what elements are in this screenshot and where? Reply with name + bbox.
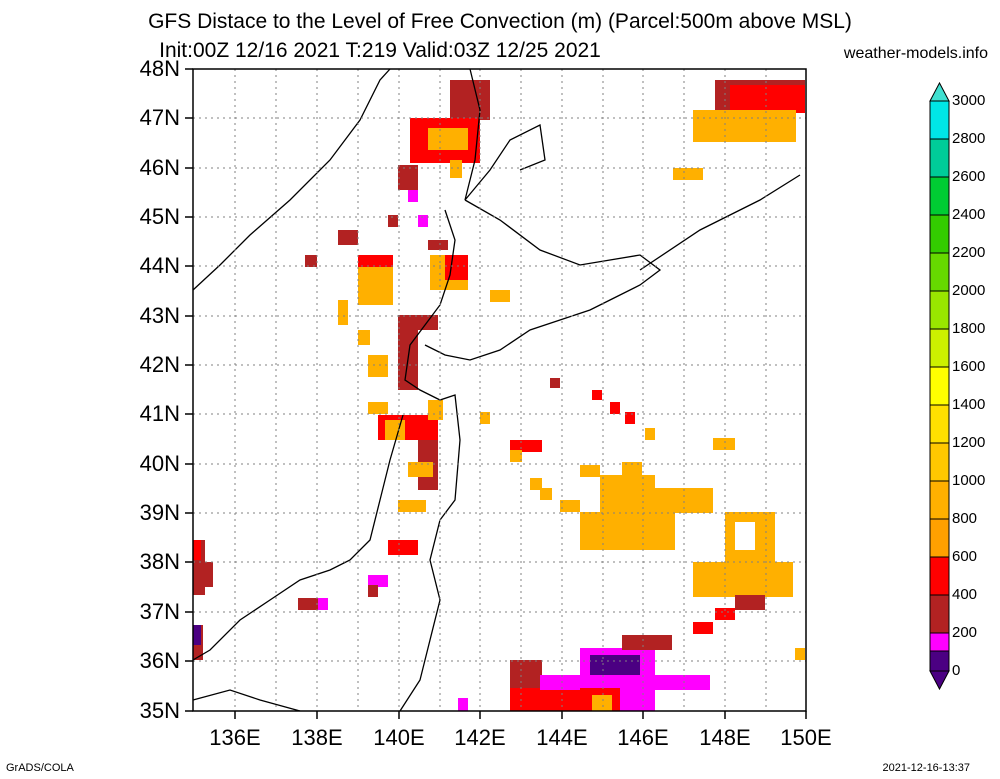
colorbar-label: 400 (952, 586, 978, 603)
lat-label: 40N (139, 451, 180, 476)
grid (193, 69, 806, 711)
colorbar-label: 0 (952, 662, 961, 679)
colorbar-label: 1600 (952, 358, 986, 375)
lon-label: 138E (291, 725, 343, 750)
lon-label: 150E (780, 725, 832, 750)
colorbar-label: 600 (952, 548, 978, 565)
lat-label: 42N (139, 352, 180, 377)
colorbar-label: 800 (952, 510, 978, 527)
colorbar-label: 1800 (952, 320, 986, 337)
colorbar-label: 3000 (952, 92, 986, 109)
footer-timestamp: 2021-12-16-13:37 (882, 762, 970, 774)
colorbar-label: 2800 (952, 130, 986, 147)
coastline (192, 68, 801, 712)
colorbar-label: 2000 (952, 282, 986, 299)
lon-label: 146E (617, 725, 669, 750)
lat-label: 36N (139, 648, 180, 673)
colorbar-label: 2400 (952, 206, 986, 223)
map-title: GFS Distace to the Level of Free Convect… (148, 10, 852, 33)
footer-software: GrADS/COLA (6, 762, 74, 774)
lon-label: 140E (373, 725, 425, 750)
lat-label: 45N (139, 204, 180, 229)
colorbar-label: 200 (952, 624, 978, 641)
colorbar-label: 2600 (952, 168, 986, 185)
lat-label: 38N (139, 549, 180, 574)
lat-label: 47N (139, 105, 180, 130)
colorbar-label: 1200 (952, 434, 986, 451)
map-subtitle: Init:00Z 12/16 2021 T:219 Valid:03Z 12/2… (159, 39, 601, 62)
lat-label: 43N (139, 303, 180, 328)
lon-label: 136E (209, 725, 261, 750)
lon-label: 142E (454, 725, 506, 750)
lat-label: 39N (139, 500, 180, 525)
lat-label: 35N (139, 698, 180, 723)
lon-label: 148E (699, 725, 751, 750)
colorbar-label: 2200 (952, 244, 986, 261)
colorbar-label: 1400 (952, 396, 986, 413)
lfc-field (193, 80, 805, 711)
lat-label: 44N (139, 253, 180, 278)
colorbar (929, 81, 950, 691)
lon-label: 144E (536, 725, 588, 750)
lat-label: 48N (139, 56, 180, 81)
lat-label: 37N (139, 599, 180, 624)
colorbar-label: 1000 (952, 472, 986, 489)
lat-label: 41N (139, 401, 180, 426)
lat-label: 46N (139, 155, 180, 180)
site-credit: weather-models.info (843, 45, 988, 62)
